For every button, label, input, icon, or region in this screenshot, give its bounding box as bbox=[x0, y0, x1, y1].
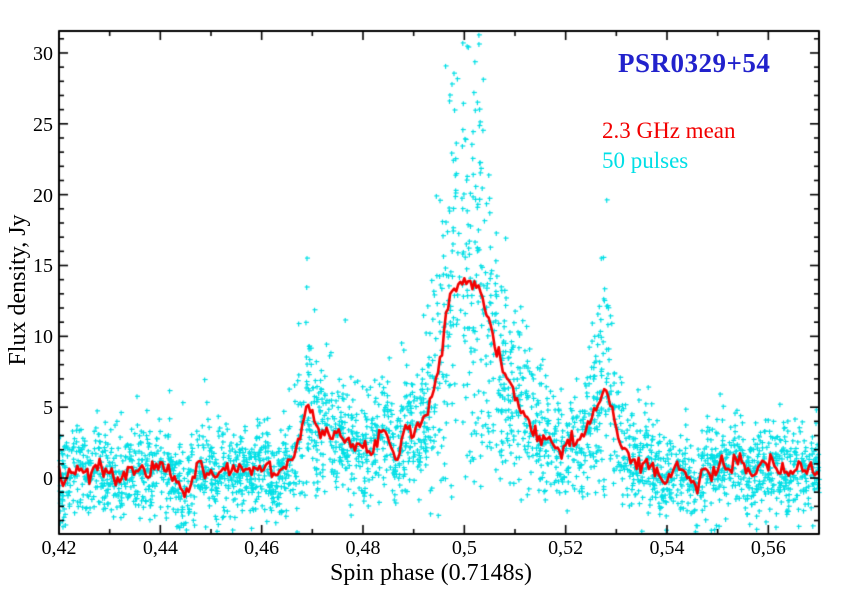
y-tick-label: 0 bbox=[43, 468, 53, 491]
y-tick-label: 5 bbox=[43, 397, 53, 420]
legend-mean-label: 2.3 GHz mean bbox=[602, 118, 736, 143]
x-tick-label: 0,54 bbox=[649, 537, 685, 559]
x-tick-label: 0,56 bbox=[750, 537, 786, 559]
y-tick-label: 20 bbox=[33, 184, 53, 207]
legend-pulses-label: 50 pulses bbox=[602, 148, 689, 173]
y-tick-label: 10 bbox=[33, 326, 53, 349]
x-axis-title: Spin phase (0.7148s) bbox=[330, 560, 532, 586]
y-axis-title: Flux density, Jy bbox=[5, 214, 31, 366]
x-tick-label: 0,48 bbox=[345, 537, 381, 559]
y-tick-label: 30 bbox=[33, 42, 53, 65]
y-tick-label: 25 bbox=[33, 113, 53, 136]
x-tick-label: 0,44 bbox=[142, 537, 178, 559]
x-tick-label: 0,42 bbox=[41, 537, 77, 559]
x-tick-label: 0,52 bbox=[548, 537, 584, 559]
x-tick-label: 0,5 bbox=[451, 537, 477, 559]
y-tick-label: 15 bbox=[33, 255, 53, 278]
chart-title: PSR0329+54 bbox=[618, 48, 771, 78]
x-tick-label: 0,46 bbox=[244, 537, 280, 559]
